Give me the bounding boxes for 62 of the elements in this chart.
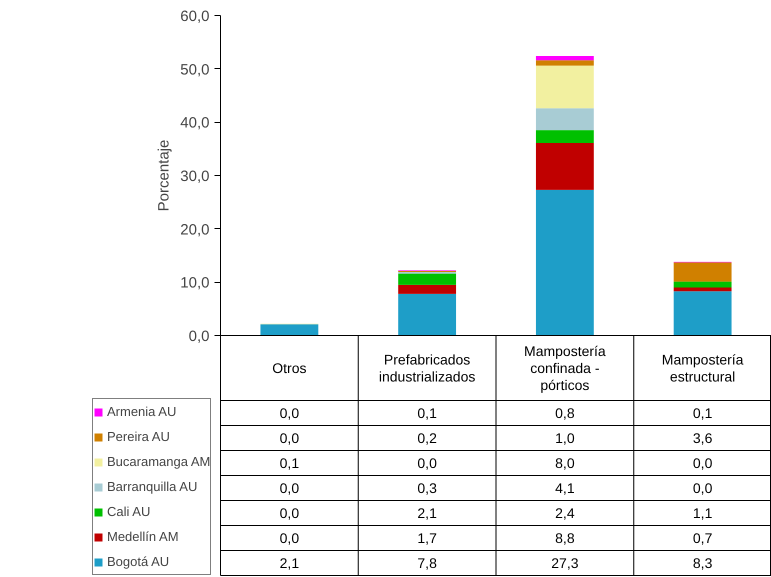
legend-label: Barranquilla AU [107, 478, 198, 496]
data-label: 7,8 [417, 555, 438, 571]
y-tick-label: 60,0 [180, 8, 210, 25]
data-label: 0,0 [280, 430, 300, 446]
data-label: 2,1 [417, 505, 438, 521]
y-tick-label: 10,0 [180, 274, 210, 292]
bar [674, 288, 732, 292]
data-label: 0,7 [692, 530, 713, 546]
data-label: 0,8 [555, 405, 575, 421]
data-label: 0,0 [692, 480, 713, 496]
bar [260, 324, 318, 336]
bar [398, 294, 456, 336]
y-axis-title: Porcentaje [155, 140, 172, 212]
data-label: 8,8 [555, 530, 575, 546]
data-label: 0,0 [280, 505, 300, 521]
bar [536, 190, 594, 336]
y-tick-label: 30,0 [180, 168, 210, 185]
data-label: 3,6 [692, 430, 713, 446]
data-label: 27,3 [551, 555, 579, 571]
legend-label: Cali AU [107, 503, 150, 521]
data-label: 2,1 [280, 555, 300, 571]
x-tick-label: Prefabricados industrializados [378, 352, 476, 384]
bar [536, 60, 594, 66]
bar [674, 282, 732, 288]
bar [536, 142, 594, 190]
data-label: 0,1 [280, 455, 300, 471]
bar [398, 284, 456, 294]
data-label: 8,3 [692, 555, 713, 571]
x-tick-label: Otros [272, 360, 306, 376]
y-tick-label: 40,0 [180, 114, 210, 132]
x-tick-label: Mampostería estructural [662, 352, 744, 384]
y-tick-label: 50,0 [180, 61, 210, 78]
data-label: 0,0 [692, 455, 713, 471]
data-label: 1,1 [692, 505, 713, 521]
data-label: 0,2 [417, 430, 438, 446]
data-label: 0,0 [280, 480, 300, 496]
legend-label: Medellín AM [107, 528, 179, 546]
legend-label: Bogotá AU [107, 553, 170, 571]
y-tick-label: 0,0 [188, 328, 210, 345]
data-label: 0,0 [280, 530, 300, 546]
bar [536, 66, 594, 108]
x-tick-label: Mampostería confinada - pórticos [524, 343, 606, 393]
bar [536, 130, 594, 143]
data-label: 0,1 [692, 405, 713, 421]
y-tick-label: 20,0 [180, 221, 210, 238]
legend-label: Pereira AU [107, 428, 170, 446]
data-label: 1,7 [417, 530, 438, 546]
bar [674, 262, 732, 282]
legend-label: Armenia AU [107, 403, 176, 421]
data-label: 8,0 [555, 455, 575, 471]
data-label: 0,0 [280, 405, 300, 421]
data-label: 4,1 [555, 480, 575, 496]
data-label: 0,0 [417, 455, 438, 471]
bar [674, 291, 732, 336]
data-label: 1,0 [555, 430, 575, 446]
bar [398, 274, 456, 285]
bar [536, 108, 594, 130]
data-label: 0,1 [417, 405, 438, 421]
bar [536, 56, 594, 60]
data-label: 0,3 [417, 480, 438, 496]
data-label: 2,4 [555, 505, 575, 521]
legend-label: Bucaramanga AM [107, 453, 210, 471]
